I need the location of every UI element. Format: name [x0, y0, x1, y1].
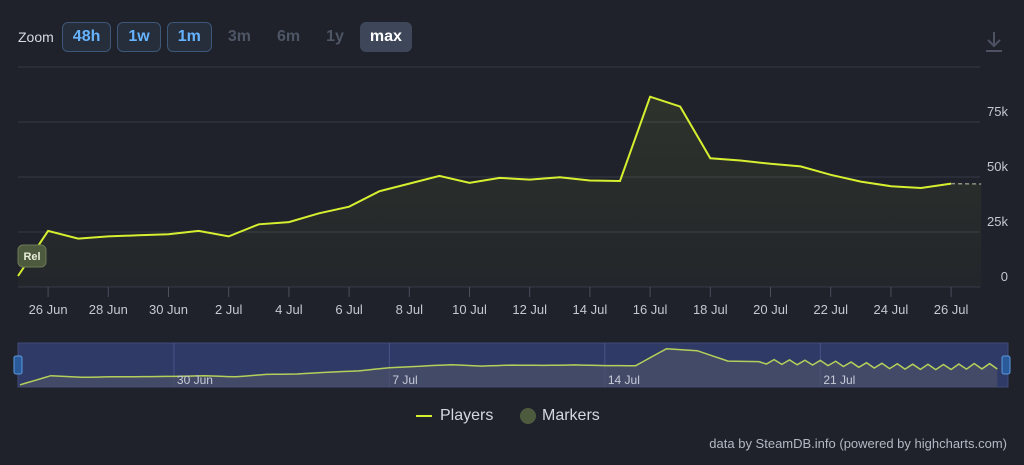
navigator-right-handle[interactable]: [1001, 355, 1011, 375]
release-marker-label: Rel: [23, 251, 40, 263]
legend-label-players: Players: [440, 407, 494, 424]
x-tick-label: 14 Jul: [573, 302, 608, 317]
navigator-tick-label: 14 Jul: [608, 373, 640, 387]
x-tick-label: 12 Jul: [512, 302, 547, 317]
y-tick-label: 25k: [987, 214, 1008, 229]
navigator[interactable]: 30 Jun 7 Jul 14 Jul 21 Jul: [13, 342, 1011, 388]
y-tick-label: 50k: [987, 159, 1008, 174]
legend-item-players[interactable]: Players: [416, 407, 493, 425]
x-tick-label: 18 Jul: [693, 302, 728, 317]
x-tick-label: 6 Jul: [335, 302, 363, 317]
legend-line-swatch: [416, 415, 432, 417]
zoom-1w-button[interactable]: 1w: [117, 22, 161, 52]
x-tick-label: 4 Jul: [275, 302, 303, 317]
x-tick-label: 30 Jun: [149, 302, 188, 317]
zoom-max-button[interactable]: max: [359, 22, 412, 52]
y-tick-label: 0: [1001, 269, 1008, 284]
x-tick-label: 26 Jun: [29, 302, 68, 317]
y-tick-label: 75k: [987, 104, 1008, 119]
navigator-x-axis: 30 Jun 7 Jul 14 Jul 21 Jul: [177, 373, 855, 387]
legend-item-markers[interactable]: Markers: [520, 407, 600, 425]
navigator-line: [19, 348, 998, 386]
credits[interactable]: data by SteamDB.info (powered by highcha…: [709, 436, 1007, 451]
x-tick-label: 2 Jul: [215, 302, 243, 317]
x-tick-label: 28 Jun: [89, 302, 128, 317]
player-count-chart: 0 25k 50k 75k 26 Jun 28 Jun 30 Jun 2 Jul 4 Jul 6…: [13, 66, 1011, 388]
x-tick-label: 20 Jul: [753, 302, 788, 317]
x-tick-label: 16 Jul: [633, 302, 668, 317]
navigator-area: [20, 348, 998, 387]
zoom-6m-button[interactable]: 6m: [276, 28, 301, 45]
x-axis: 26 Jun 28 Jun 30 Jun 2 Jul 4 Jul 6 Jul 8 Jul 10…: [29, 287, 969, 317]
navigator-tick-label: 21 Jul: [823, 373, 855, 387]
zoom-3m-button[interactable]: 3m: [227, 28, 251, 45]
download-icon[interactable]: [984, 30, 1004, 54]
zoom-48h-button[interactable]: 48h: [61, 22, 112, 52]
navigator-tick-label: 7 Jul: [392, 373, 417, 387]
zoom-1m-button[interactable]: 1m: [166, 22, 212, 52]
x-tick-label: 26 Jul: [934, 302, 969, 317]
zoom-bar: Zoom 48h 1w 1m 3m 6m 1y max: [18, 22, 418, 52]
x-tick-label: 10 Jul: [452, 302, 487, 317]
players-area: [18, 96, 982, 287]
x-tick-label: 24 Jul: [874, 302, 909, 317]
navigator-tick-label: 30 Jun: [177, 373, 213, 387]
y-axis: 0 25k 50k 75k: [987, 104, 1008, 284]
x-tick-label: 22 Jul: [813, 302, 848, 317]
navigator-left-handle[interactable]: [13, 355, 23, 375]
zoom-1y-button[interactable]: 1y: [326, 28, 344, 45]
release-marker[interactable]: Rel: [17, 244, 47, 268]
legend-dot-swatch: [520, 408, 536, 424]
zoom-label: Zoom: [18, 29, 54, 45]
legend-label-markers: Markers: [542, 407, 600, 424]
x-tick-label: 8 Jul: [396, 302, 424, 317]
legend: Players Markers: [0, 407, 1024, 431]
players-line: [17, 95, 952, 277]
